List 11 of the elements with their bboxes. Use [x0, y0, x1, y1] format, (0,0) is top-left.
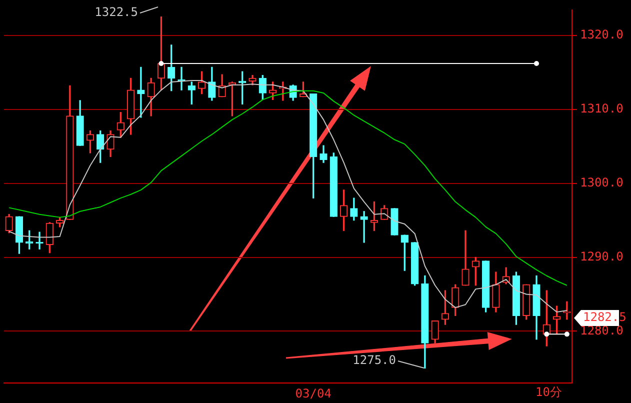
annotation: 1275.0: [352, 353, 396, 368]
y-tick-label: 1320.0: [580, 27, 624, 42]
y-tick-label: 1280.0: [580, 323, 624, 338]
text: 10分: [536, 385, 562, 400]
candlestick: [137, 66, 145, 118]
y-tick-label: 1300.0: [580, 175, 624, 190]
y-tick-label: 1310.0: [580, 101, 624, 116]
candlestick: [360, 211, 368, 243]
y-tick-label: 1290.0: [580, 249, 624, 264]
x-tick-label: 03/04: [295, 386, 332, 400]
annotation: 1322.5: [94, 5, 138, 20]
